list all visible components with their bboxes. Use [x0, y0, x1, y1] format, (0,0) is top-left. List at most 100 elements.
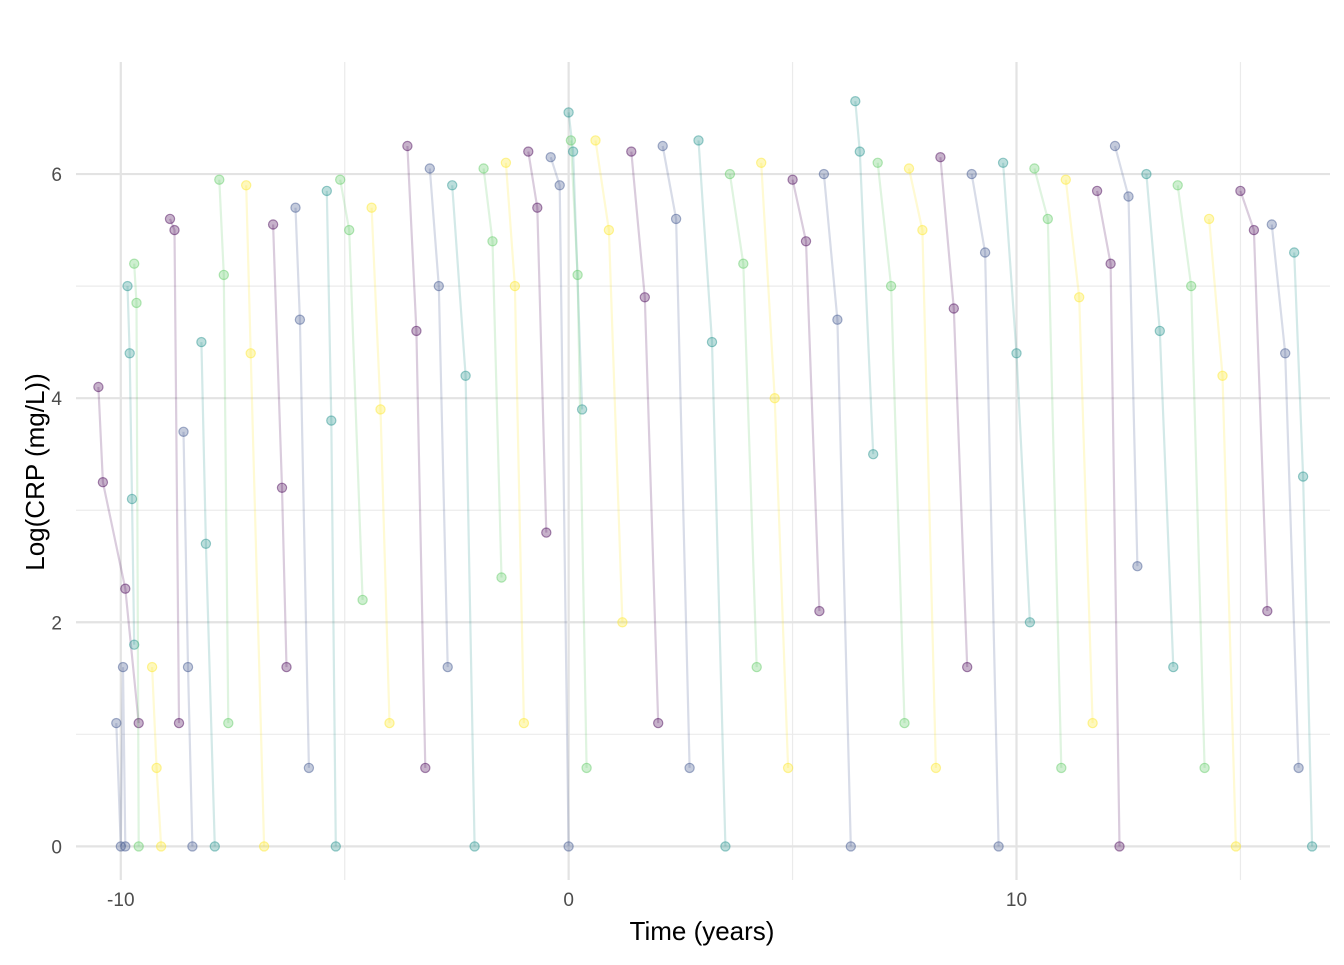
- data-point: [1262, 605, 1273, 617]
- trajectory-line: [630, 151, 660, 724]
- data-point: [120, 583, 131, 594]
- data-point: [1056, 762, 1067, 774]
- data-point: [1293, 762, 1304, 774]
- data-point: [128, 258, 140, 269]
- trajectory-line: [907, 168, 937, 768]
- trajectory-line: [200, 342, 216, 847]
- data-point: [917, 224, 928, 236]
- data-point: [1168, 661, 1179, 673]
- data-point: [565, 135, 577, 146]
- data-point: [653, 717, 664, 729]
- data-point: [267, 219, 279, 230]
- data-point: [1266, 219, 1278, 230]
- data-point: [1024, 617, 1036, 628]
- data-point: [223, 717, 234, 729]
- trajectory-line: [245, 185, 266, 847]
- data-point: [366, 202, 377, 213]
- data-point: [1109, 140, 1121, 152]
- trajectory-line: [594, 140, 624, 623]
- data-point: [124, 348, 135, 359]
- data-point: [1248, 224, 1260, 236]
- x-tick-label: 10: [1006, 890, 1027, 911]
- data-point: [214, 174, 225, 185]
- data-point: [1199, 762, 1210, 774]
- data-point: [1132, 561, 1143, 572]
- data-point: [335, 174, 346, 185]
- data-point: [603, 224, 615, 236]
- data-point: [469, 841, 480, 852]
- data-point: [442, 661, 453, 673]
- data-point: [131, 297, 142, 309]
- data-point: [899, 717, 910, 729]
- data-point: [576, 404, 588, 415]
- data-point: [402, 140, 413, 152]
- data-point: [1172, 180, 1183, 191]
- data-point: [567, 146, 579, 157]
- data-point: [814, 605, 825, 617]
- data-point: [128, 639, 140, 650]
- data-point: [787, 174, 798, 185]
- data-point: [1185, 280, 1197, 292]
- trajectory-line: [1064, 179, 1094, 724]
- data-point: [581, 762, 592, 774]
- data-point: [173, 717, 185, 729]
- trajectory-line: [151, 667, 163, 847]
- trajectory-line: [1002, 162, 1031, 623]
- trajectory-line: [549, 156, 570, 847]
- data-point: [478, 163, 489, 174]
- trajectory-line: [661, 145, 691, 768]
- trajectory-line: [370, 207, 391, 724]
- data-point: [281, 661, 292, 673]
- data-point: [966, 168, 977, 180]
- trajectory-line: [406, 145, 427, 768]
- data-point: [111, 717, 122, 729]
- trajectory-line: [1176, 185, 1206, 768]
- trajectory-line: [1113, 145, 1139, 567]
- data-point: [997, 157, 1009, 168]
- data-point: [1297, 471, 1309, 482]
- data-point: [545, 151, 556, 163]
- trajectory-line: [428, 168, 449, 668]
- data-point: [420, 762, 431, 774]
- data-point: [1114, 841, 1125, 852]
- data-point: [276, 482, 288, 493]
- data-point: [344, 224, 355, 236]
- data-point: [496, 572, 507, 583]
- trajectory-line: [527, 151, 548, 533]
- data-point: [164, 213, 176, 225]
- trajectory-line: [168, 218, 181, 724]
- data-point: [196, 336, 207, 348]
- data-point: [532, 202, 543, 213]
- data-point: [1042, 213, 1054, 225]
- data-point: [720, 841, 731, 852]
- data-point: [115, 841, 127, 852]
- data-point: [948, 303, 960, 314]
- data-point: [1217, 370, 1228, 381]
- data-point: [693, 135, 704, 146]
- data-point: [657, 140, 668, 152]
- data-point: [151, 762, 162, 774]
- trajectory-line: [133, 263, 140, 847]
- data-point: [832, 314, 843, 325]
- data-point: [1105, 258, 1116, 269]
- trajectory-line: [728, 173, 758, 668]
- data-point: [182, 661, 194, 673]
- data-point: [290, 202, 301, 213]
- data-point: [523, 146, 534, 157]
- data-point: [1141, 168, 1152, 180]
- data-point: [617, 617, 628, 628]
- trajectory-line: [1096, 190, 1121, 847]
- trajectory-line: [1033, 168, 1063, 768]
- data-point: [122, 280, 133, 292]
- data-point: [769, 393, 780, 404]
- data-point: [1288, 247, 1300, 258]
- data-point: [218, 269, 229, 281]
- trajectory-line: [218, 179, 230, 724]
- data-point: [930, 762, 942, 774]
- data-point: [868, 449, 879, 460]
- data-point: [384, 717, 395, 729]
- data-point: [1011, 348, 1022, 359]
- data-point: [245, 348, 256, 359]
- y-tick-label: 0: [51, 837, 62, 858]
